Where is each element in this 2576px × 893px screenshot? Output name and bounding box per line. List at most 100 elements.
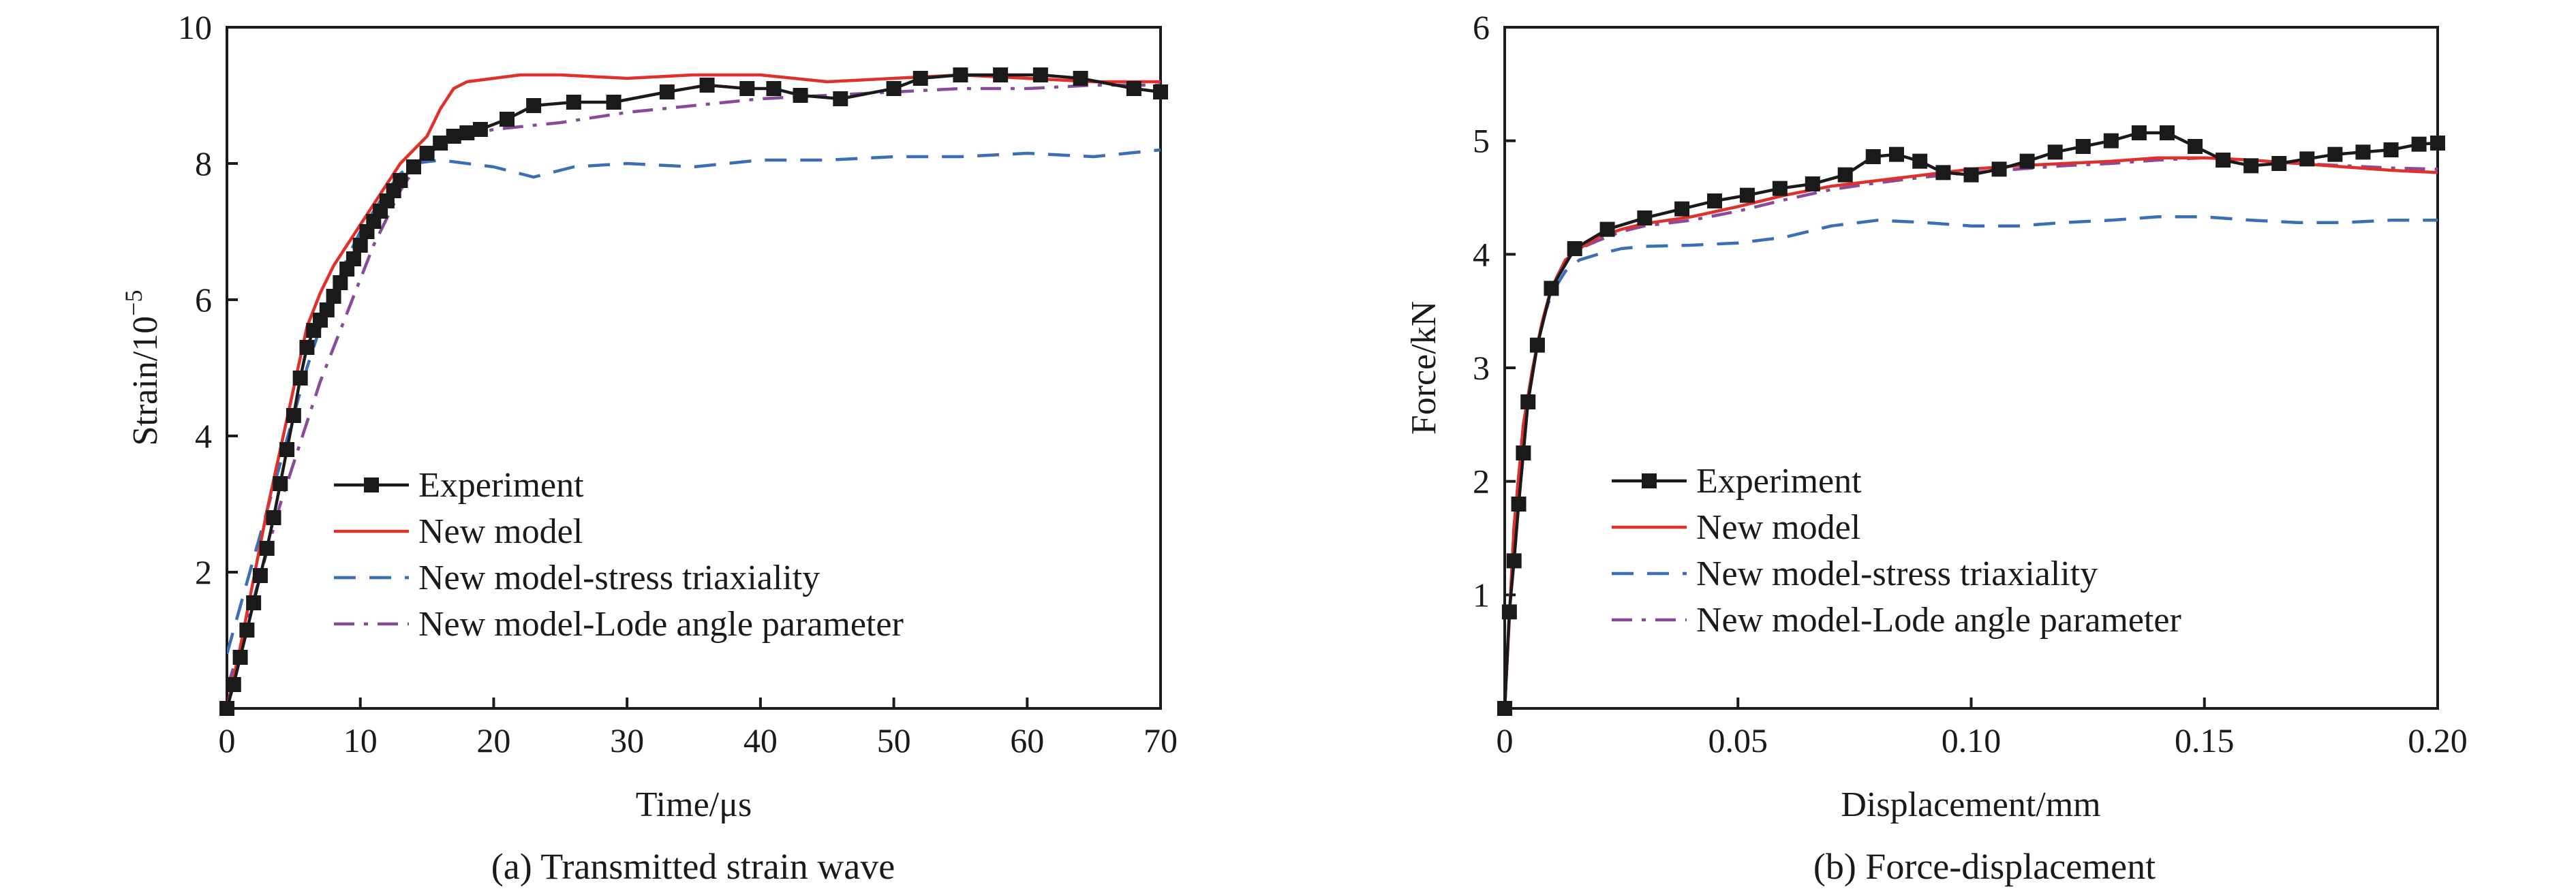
data-point [2159, 125, 2175, 140]
data-point [739, 81, 755, 96]
x-tick-label: 0.20 [2408, 721, 2468, 759]
data-point [1865, 149, 1881, 164]
x-tick-label: 0.15 [2175, 721, 2235, 759]
data-point [793, 88, 808, 103]
data-point [333, 275, 348, 290]
y-axis-label: Force/kN [1405, 301, 1443, 435]
data-point [566, 95, 581, 110]
data-point [1991, 161, 2007, 177]
x-tick-label: 10 [343, 721, 378, 759]
data-point [319, 302, 335, 317]
data-point [2383, 142, 2399, 157]
y-tick-label: 10 [178, 8, 212, 46]
data-point [2411, 136, 2427, 152]
data-point [1912, 153, 1928, 169]
data-point [2019, 153, 2035, 169]
data-point [2047, 144, 2063, 160]
data-point [606, 95, 622, 110]
x-tick-label: 70 [1144, 721, 1178, 759]
caption-a: (a) Transmitted strain wave [491, 846, 895, 887]
series-line-4 [227, 83, 1161, 689]
x-tick-label: 50 [877, 721, 911, 759]
data-point [1674, 201, 1690, 217]
legend-label: New model-Lode angle parameter [418, 605, 904, 644]
data-point [766, 81, 782, 96]
data-point [2188, 139, 2203, 154]
data-point [500, 112, 515, 127]
y-tick-label: 5 [1473, 122, 1490, 160]
data-point [2299, 151, 2315, 167]
data-point [1506, 553, 1522, 569]
data-point [2131, 125, 2147, 140]
data-point [1707, 193, 1723, 208]
chart-panel-b: (b) Force-displacement 0.05 0.10 0.15 0.20 1… [1405, 8, 2468, 887]
data-point [1805, 176, 1820, 191]
data-point [1739, 187, 1755, 203]
x-tick-label: 60 [1010, 721, 1044, 759]
data-point [446, 129, 461, 144]
x-tick-label: 30 [610, 721, 644, 759]
chart-panel-a: (a) Transmitted strain wave 10 20 30 40 50 60… [120, 8, 1178, 887]
y-tick-label: 6 [195, 281, 212, 319]
data-point [1516, 445, 1531, 460]
legend: Experiment New model New model-stress tria… [1612, 462, 2181, 640]
plot-frame [226, 26, 1162, 710]
data-point [273, 476, 288, 491]
legend-label: New model-Lode angle parameter [1696, 601, 2181, 640]
legend-label: Experiment [418, 466, 584, 505]
y-tick-label: 8 [195, 144, 212, 183]
data-point [352, 238, 368, 253]
data-point [1963, 167, 1979, 183]
data-point [266, 510, 281, 525]
data-point [239, 623, 255, 638]
data-point [1126, 81, 1141, 96]
data-point [2430, 136, 2445, 151]
data-point [2355, 144, 2371, 160]
legend-label: New model-stress triaxiality [1696, 554, 2098, 593]
x-tick-label: 20 [476, 721, 510, 759]
legend-label: New model-stress triaxiality [418, 559, 820, 597]
data-point [232, 650, 248, 665]
data-point [219, 701, 234, 716]
data-point [833, 91, 848, 106]
data-point [226, 677, 241, 692]
data-point [1501, 604, 1517, 620]
data-point [1837, 167, 1853, 183]
data-point [1073, 71, 1088, 86]
data-point [1153, 84, 1168, 99]
caption-b: (b) Force-displacement [1813, 846, 2156, 887]
y-tick-label: 3 [1473, 349, 1490, 387]
data-point [1637, 210, 1653, 225]
data-point [1520, 394, 1536, 409]
data-point [2075, 139, 2091, 154]
data-point [2243, 158, 2259, 174]
x-axis-label: Time/μs [636, 785, 752, 824]
data-point [2215, 153, 2231, 168]
data-point [2103, 133, 2119, 148]
data-point [459, 125, 475, 140]
data-point [1567, 241, 1582, 256]
data-point [1544, 281, 1559, 296]
y-tick-label: 4 [1473, 235, 1490, 273]
data-point [1772, 181, 1788, 196]
data-point [1529, 337, 1545, 353]
origin-tick-label: 0 [1497, 721, 1514, 759]
origin-tick-label: 0 [219, 721, 236, 759]
data-point [299, 340, 315, 355]
data-point [326, 289, 341, 304]
data-point [526, 98, 542, 113]
data-point [1497, 701, 1512, 716]
legend: Experiment New model New model-stress tria… [334, 466, 904, 644]
data-point [699, 78, 715, 93]
legend-label: New model [418, 512, 583, 551]
data-point [913, 71, 928, 86]
y-tick-label: 2 [195, 553, 212, 591]
data-point [346, 251, 361, 266]
data-point [279, 442, 295, 457]
series-line-2 [227, 73, 1161, 708]
data-point [1032, 67, 1048, 82]
legend-marker [1642, 473, 1657, 488]
legend-marker [364, 477, 379, 492]
y-tick-label: 1 [1473, 576, 1490, 614]
data-point [1888, 146, 1904, 162]
